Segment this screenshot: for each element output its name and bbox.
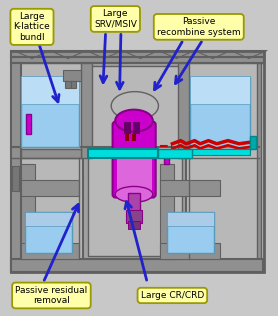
Bar <box>88 149 158 158</box>
Bar <box>192 149 250 155</box>
Bar <box>63 70 81 81</box>
Bar <box>160 243 220 259</box>
Bar <box>167 212 214 253</box>
Bar <box>21 149 81 158</box>
Text: Large CR/CRD: Large CR/CRD <box>141 291 204 300</box>
Bar <box>25 212 72 253</box>
Bar <box>25 212 72 226</box>
Bar <box>21 243 79 259</box>
Bar <box>133 122 140 134</box>
Text: Passive residual
removal: Passive residual removal <box>15 286 88 305</box>
Bar <box>65 81 71 88</box>
Bar <box>167 212 214 226</box>
Bar <box>12 166 19 191</box>
Text: Large
SRV/MSIV: Large SRV/MSIV <box>94 9 137 29</box>
Bar <box>71 81 76 88</box>
Bar <box>160 180 220 196</box>
Bar <box>11 63 21 272</box>
Bar <box>250 136 256 149</box>
Bar <box>128 221 140 229</box>
Bar <box>117 156 152 194</box>
Bar <box>257 63 261 272</box>
Bar <box>21 164 35 259</box>
Bar <box>21 180 79 196</box>
Bar <box>190 76 250 104</box>
Ellipse shape <box>111 92 158 120</box>
Bar <box>83 63 186 259</box>
Bar <box>11 51 264 63</box>
Bar <box>126 210 142 223</box>
FancyBboxPatch shape <box>113 122 156 198</box>
Bar <box>158 149 192 158</box>
Bar <box>11 259 263 272</box>
Text: Large
K-lattice
bundl: Large K-lattice bundl <box>14 12 50 42</box>
Bar <box>81 63 92 158</box>
Bar <box>124 122 131 134</box>
Bar <box>26 114 31 134</box>
Bar <box>160 164 174 259</box>
Ellipse shape <box>115 110 153 132</box>
Bar <box>21 76 79 104</box>
Bar <box>11 51 264 272</box>
Bar <box>21 77 79 147</box>
Bar <box>190 77 250 147</box>
Ellipse shape <box>115 186 153 202</box>
Bar <box>164 150 169 164</box>
Bar <box>125 134 129 141</box>
Bar <box>88 66 182 256</box>
Bar <box>128 193 140 212</box>
Text: Passive
recombine system: Passive recombine system <box>157 17 240 37</box>
Bar <box>178 63 189 158</box>
Bar <box>132 134 136 141</box>
